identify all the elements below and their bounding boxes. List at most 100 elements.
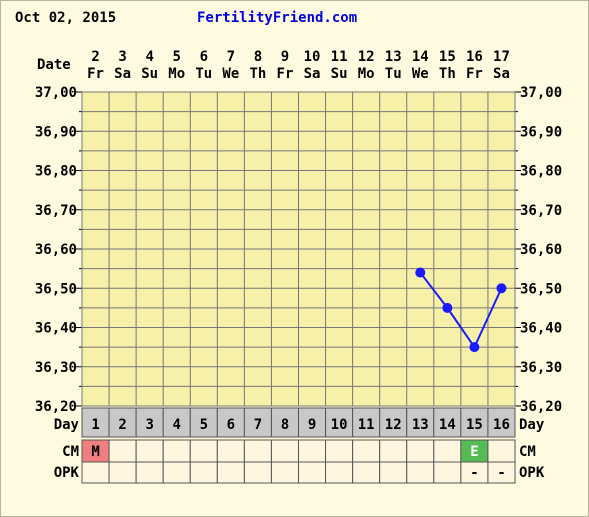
cycle-day-cell: [460, 407, 489, 438]
opk-value: -: [470, 465, 478, 481]
opk-value: -: [497, 465, 505, 481]
cycle-day-label: 3: [145, 417, 153, 433]
weekday-label: Tu: [195, 66, 212, 82]
y-tick-label-left: 36,60: [35, 242, 77, 258]
y-tick-label-right: 36,30: [520, 360, 562, 376]
opk-cell: [162, 461, 191, 484]
date-label: 8: [254, 49, 262, 65]
cm-cell: [243, 439, 272, 463]
y-tick-label-left: 36,40: [35, 321, 77, 337]
date-label: 9: [281, 49, 289, 65]
cycle-day-cell: [325, 407, 354, 438]
y-tick-label-right: 36,20: [520, 399, 562, 415]
cycle-day-label: 5: [200, 417, 208, 433]
opk-cell: [270, 461, 299, 484]
temperature-point: [442, 302, 453, 313]
y-tick-label-left: 36,70: [35, 203, 77, 219]
opk-cell: [298, 461, 327, 484]
weekday-label: We: [222, 66, 239, 82]
opk-cell: [487, 461, 516, 484]
chart-date: Oct 02, 2015: [15, 10, 117, 26]
day-row-label-right: Day: [519, 417, 545, 433]
cm-value: M: [91, 444, 99, 460]
y-tick-label-right: 36,40: [520, 321, 562, 337]
date-label: 6: [200, 49, 208, 65]
weekday-label: Mo: [168, 66, 185, 82]
weekday-label: Fr: [277, 66, 294, 82]
cycle-day-cell: [135, 407, 164, 438]
cm-cell: [189, 439, 218, 463]
cycle-day-label: 15: [466, 417, 483, 433]
opk-row-label-left: OPK: [54, 465, 80, 481]
date-label: 16: [466, 49, 483, 65]
cm-cell: [433, 439, 462, 463]
cycle-day-label: 8: [281, 417, 289, 433]
date-label: 10: [304, 49, 321, 65]
y-tick-label-right: 36,80: [520, 164, 562, 180]
cycle-day-cell: [406, 407, 435, 438]
cycle-day-label: 2: [118, 417, 126, 433]
cm-cell: [325, 439, 354, 463]
y-tick-label-left: 37,00: [35, 85, 77, 101]
cm-cell: [108, 439, 137, 463]
temperature-point: [496, 283, 507, 294]
cm-cell: [352, 439, 381, 463]
date-label: 2: [91, 49, 99, 65]
date-label: 14: [412, 49, 429, 65]
cm-row-label-left: CM: [62, 444, 79, 460]
cycle-day-cell: [162, 407, 191, 438]
y-tick-label-right: 36,50: [520, 281, 562, 297]
date-label: 15: [439, 49, 456, 65]
cycle-day-label: 4: [173, 417, 181, 433]
opk-cell: [108, 461, 137, 484]
cycle-day-cell: [216, 407, 245, 438]
cycle-day-label: 1: [91, 417, 99, 433]
cm-cell: [487, 439, 516, 463]
date-label: 7: [227, 49, 235, 65]
date-label: 3: [118, 49, 126, 65]
temperature-point: [415, 267, 426, 278]
day-row-label-left: Day: [54, 417, 80, 433]
weekday-label: Sa: [114, 66, 131, 82]
y-tick-label-left: 36,80: [35, 164, 77, 180]
cm-row-label-right: CM: [519, 444, 536, 460]
weekday-label: Mo: [358, 66, 375, 82]
opk-cell: [81, 461, 110, 484]
temperature-point: [469, 342, 480, 353]
cm-cell: [298, 439, 327, 463]
cycle-day-label: 9: [308, 417, 316, 433]
site-name[interactable]: FertilityFriend.com: [197, 10, 358, 26]
cm-cell: [406, 439, 435, 463]
cycle-day-cell: [487, 407, 516, 438]
cm-cell: [216, 439, 245, 463]
cm-cell: [135, 439, 164, 463]
cm-cell: [162, 439, 191, 463]
cm-cell: [270, 439, 299, 463]
weekday-label: Sa: [304, 66, 321, 82]
weekday-label: Su: [331, 66, 348, 82]
cycle-day-cell: [433, 407, 462, 438]
cycle-day-label: 6: [227, 417, 235, 433]
cm-value: E: [470, 444, 478, 460]
y-tick-label-right: 36,70: [520, 203, 562, 219]
y-tick-label-left: 36,20: [35, 399, 77, 415]
date-label: 11: [331, 49, 348, 65]
cycle-day-label: 10: [331, 417, 348, 433]
cycle-day-cell: [298, 407, 327, 438]
cycle-day-label: 12: [385, 417, 402, 433]
date-label: 17: [493, 49, 510, 65]
opk-cell: [189, 461, 218, 484]
date-label: 4: [145, 49, 153, 65]
weekday-label: Fr: [87, 66, 104, 82]
y-tick-label-right: 37,00: [520, 85, 562, 101]
cycle-day-label: 16: [493, 417, 510, 433]
cycle-day-label: 11: [358, 417, 375, 433]
opk-cell: [216, 461, 245, 484]
opk-cell: [433, 461, 462, 484]
y-tick-label-right: 36,60: [520, 242, 562, 258]
cycle-day-label: 13: [412, 417, 429, 433]
y-tick-label-left: 36,90: [35, 124, 77, 140]
weekday-label: Th: [439, 66, 456, 82]
